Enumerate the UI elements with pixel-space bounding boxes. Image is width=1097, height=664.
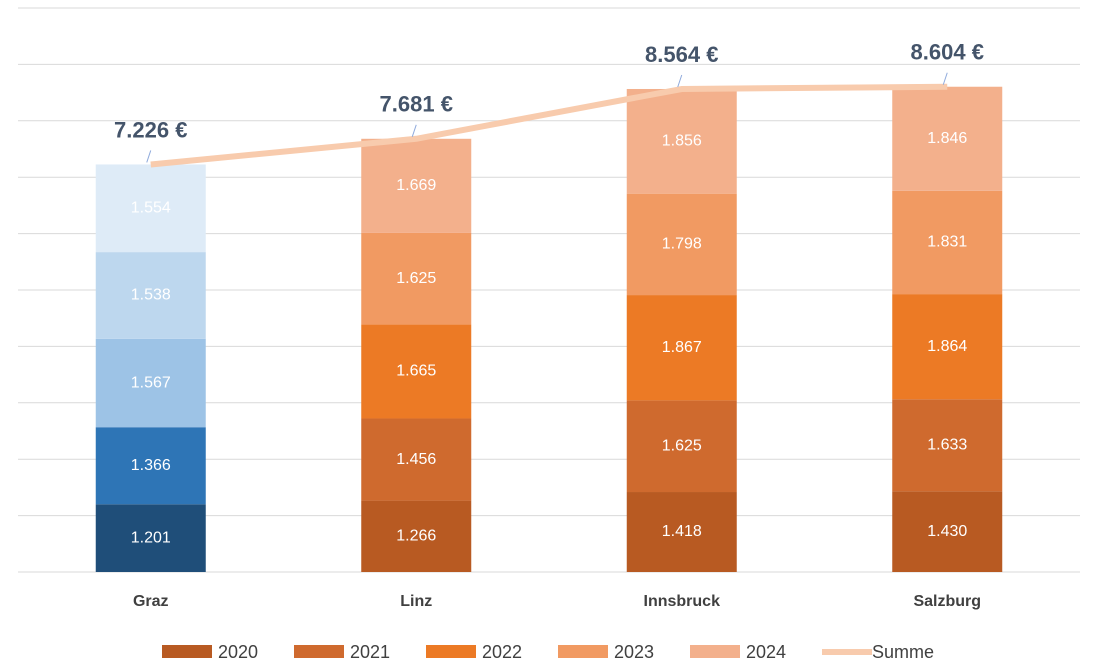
bar-segment — [95, 338, 206, 428]
segment-label: 1.266 — [396, 528, 436, 545]
legend-swatch — [558, 645, 608, 658]
leader-line — [146, 150, 152, 163]
segment-label: 1.554 — [131, 199, 171, 216]
segment-label: 1.864 — [927, 338, 967, 355]
bar-segment — [892, 294, 1003, 400]
segment-label: 1.418 — [662, 523, 702, 540]
bar-segment — [892, 491, 1003, 572]
legend-label: 2022 — [482, 642, 522, 662]
legend-label: 2021 — [350, 642, 390, 662]
bar-segment — [361, 418, 472, 501]
legend-label: 2020 — [218, 642, 258, 662]
segment-label: 1.798 — [662, 236, 702, 253]
segment-label: 1.867 — [662, 339, 702, 356]
x-tick-label: Linz — [400, 593, 432, 610]
leader-line — [411, 124, 417, 137]
bar-segment — [892, 190, 1003, 295]
segment-label: 1.567 — [131, 374, 171, 391]
segment-label: 1.831 — [927, 234, 967, 251]
bar-segment — [361, 500, 472, 572]
leader-line — [942, 72, 948, 85]
bar-segment — [95, 252, 206, 339]
bar-segment — [626, 400, 737, 493]
segment-label: 1.456 — [396, 451, 436, 468]
bar-segment — [892, 399, 1003, 492]
x-tick-label: Salzburg — [913, 593, 981, 610]
segment-label: 1.625 — [396, 270, 436, 287]
legend-swatch — [690, 645, 740, 658]
bar-segment — [892, 86, 1003, 191]
total-label: 8.604 € — [911, 40, 984, 65]
bar-segment — [626, 88, 737, 194]
bar-segment — [626, 492, 737, 572]
bar-segment — [361, 232, 472, 325]
bar-segment — [626, 295, 737, 401]
segment-label: 1.538 — [131, 287, 171, 304]
bar-segment — [95, 504, 206, 572]
bar-segment — [361, 138, 472, 233]
sum-line — [150, 83, 948, 168]
segment-label: 1.669 — [396, 177, 436, 194]
total-label: 7.226 € — [114, 117, 187, 142]
segment-label: 1.633 — [927, 437, 967, 454]
legend-swatch — [162, 645, 212, 658]
segment-label: 1.366 — [131, 457, 171, 474]
segment-label: 1.625 — [662, 437, 702, 454]
x-tick-label: Innsbruck — [644, 593, 721, 610]
total-label: 8.564 € — [645, 42, 718, 67]
segment-label: 1.665 — [396, 363, 436, 380]
segment-label: 1.846 — [927, 130, 967, 147]
segment-label: 1.430 — [927, 523, 967, 540]
legend-swatch — [294, 645, 344, 658]
segment-label: 1.201 — [131, 529, 171, 546]
legend-label: 2024 — [746, 642, 786, 662]
segment-label: 1.856 — [662, 133, 702, 150]
leader-line — [677, 74, 683, 88]
bar-segment — [95, 164, 206, 253]
legend-swatch — [426, 645, 476, 658]
legend-label: 2023 — [614, 642, 654, 662]
total-label: 7.681 € — [380, 92, 453, 117]
bar-segment — [361, 324, 472, 419]
legend-label: Summe — [872, 642, 934, 662]
x-tick-label: Graz — [133, 593, 169, 610]
bar-segment — [626, 193, 737, 296]
bar-segment — [95, 427, 206, 505]
